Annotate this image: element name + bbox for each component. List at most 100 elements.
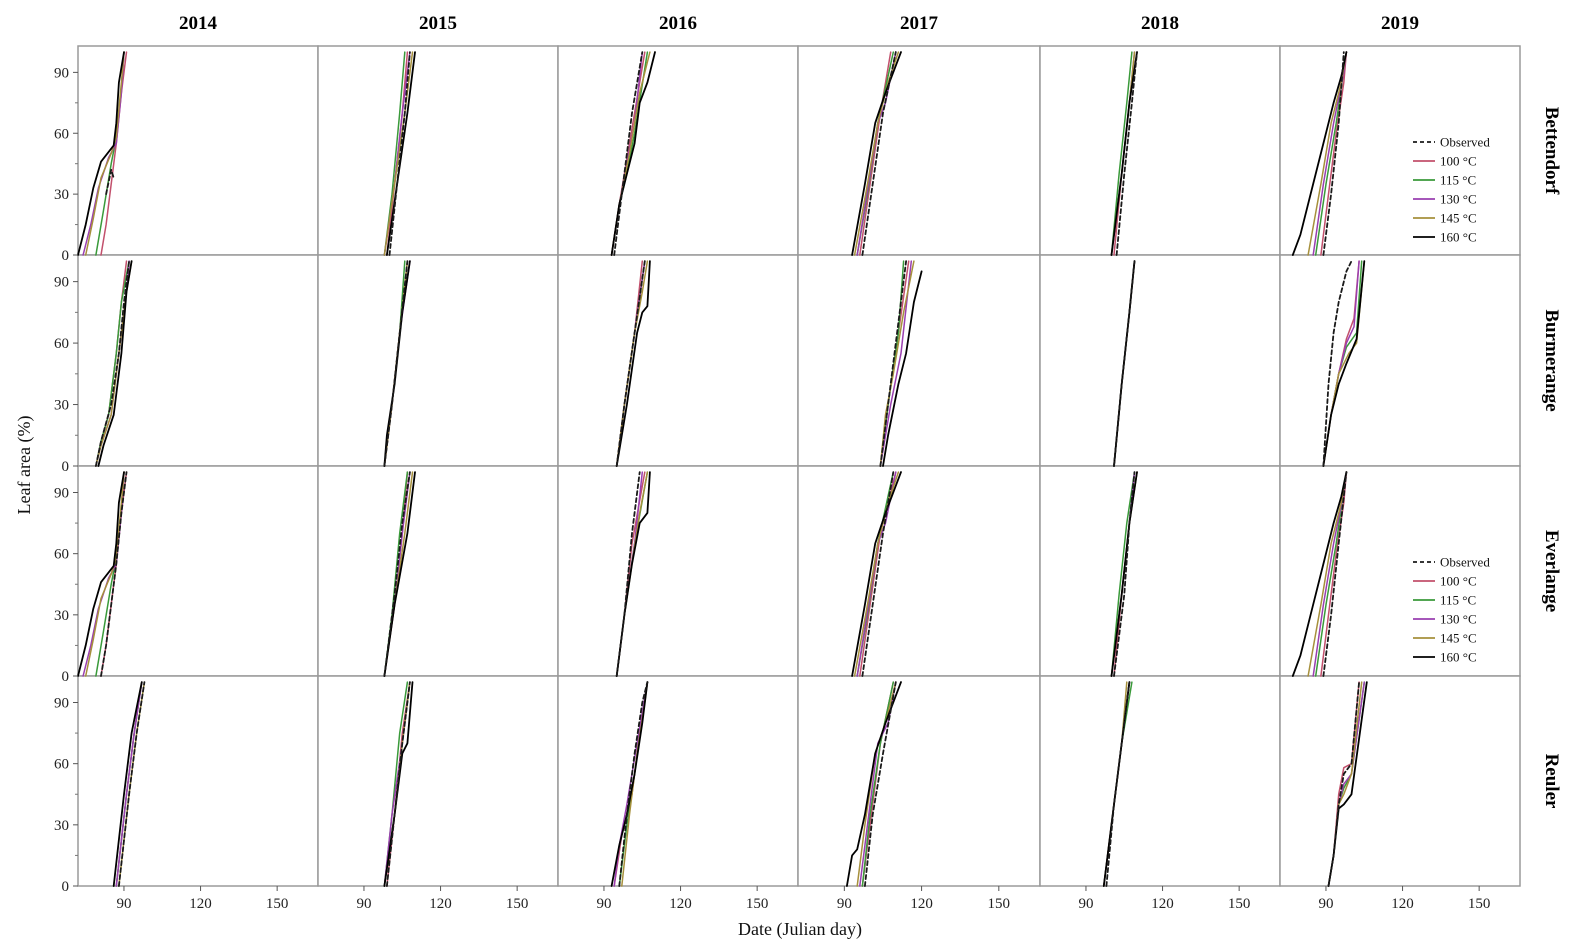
axis-layer: 2014 2015 2016 2017 2018 2019 Bettendorf Burmer… bbox=[54, 13, 1562, 912]
series-line-130-c-reuler-2014 bbox=[115, 681, 143, 887]
series-line-160-c-burmerange-2016 bbox=[615, 260, 651, 467]
panel-everlange-2016 bbox=[557, 465, 799, 677]
y-tick-label: 0 bbox=[62, 879, 70, 895]
series-line-160-c-burmerange-2019 bbox=[1322, 260, 1366, 467]
panel-burmerange-2015 bbox=[317, 254, 559, 467]
panel-bettendorf-2019 bbox=[1279, 45, 1521, 256]
series-line-160-c-everlange-2018 bbox=[1110, 471, 1138, 677]
series-line-115-c-everlange-2018 bbox=[1110, 471, 1136, 677]
series-line-115-c-bettendorf-2018 bbox=[1110, 51, 1133, 256]
series-line-160-c-everlange-2017 bbox=[851, 471, 902, 677]
series-line-observed-burmerange-2014 bbox=[95, 260, 130, 467]
series-line-observed-reuler-2015 bbox=[386, 681, 411, 887]
series-line-observed-reuler-2016 bbox=[618, 681, 649, 887]
series-line-observed-bettendorf-2019 bbox=[1322, 51, 1345, 256]
legend-label-observed: Observed bbox=[1440, 555, 1490, 570]
panel-burmerange-2014 bbox=[77, 254, 319, 467]
legend-label-observed: Observed bbox=[1440, 135, 1490, 150]
panel-burmerange-2019 bbox=[1279, 254, 1521, 467]
series-line-160-c-burmerange-2017 bbox=[882, 270, 923, 467]
series-line-160-c-bettendorf-2015 bbox=[386, 51, 416, 256]
series-line-145-c-everlange-2017 bbox=[853, 471, 900, 677]
panel-reuler-2018 bbox=[1039, 675, 1281, 887]
series-line-observed-burmerange-2019 bbox=[1322, 260, 1353, 467]
legend-label-115-c: 115 °C bbox=[1440, 173, 1476, 188]
panel-everlange-2019 bbox=[1279, 465, 1521, 677]
panel-reuler-2017 bbox=[797, 675, 1041, 887]
series-line-observed-reuler-2018 bbox=[1105, 681, 1131, 887]
panel-reuler-2015 bbox=[317, 675, 559, 887]
y-tick-label: 90 bbox=[54, 486, 69, 502]
series-line-160-c-burmerange-2014 bbox=[97, 260, 133, 467]
series-line-160-c-burmerange-2015 bbox=[383, 260, 411, 467]
series-line-160-c-bettendorf-2019 bbox=[1291, 51, 1348, 256]
legend-label-100-c: 100 °C bbox=[1440, 574, 1477, 589]
x-tick-label: 90 bbox=[837, 896, 852, 912]
panel-reuler-2019 bbox=[1279, 675, 1521, 887]
x-tick-label: 90 bbox=[356, 896, 371, 912]
x-tick-label: 120 bbox=[1151, 896, 1174, 912]
legend-label-145-c: 145 °C bbox=[1440, 631, 1477, 646]
legend-label-160-c: 160 °C bbox=[1440, 650, 1477, 665]
y-tick-label: 0 bbox=[62, 248, 70, 264]
series-line-observed-everlange-2016 bbox=[615, 471, 641, 677]
series-line-observed-burmerange-2015 bbox=[383, 260, 409, 467]
series-line-160-c-reuler-2017 bbox=[846, 681, 902, 887]
legend-label-130-c: 130 °C bbox=[1440, 612, 1477, 627]
panel-everlange-2014 bbox=[77, 465, 319, 677]
column-title-2018: 2018 bbox=[1141, 13, 1179, 34]
panel-burmerange-2017 bbox=[797, 254, 1041, 467]
x-tick-label: 150 bbox=[506, 896, 529, 912]
x-axis-title: Date (Julian day) bbox=[738, 919, 862, 940]
column-title-2016: 2016 bbox=[659, 13, 697, 34]
series-line-observed-burmerange-2018 bbox=[1113, 260, 1136, 467]
series-line-observed-everlange-2015 bbox=[383, 471, 411, 677]
row-title-bettendorf: Bettendorf bbox=[1541, 107, 1562, 195]
x-tick-label: 150 bbox=[1228, 896, 1251, 912]
series-line-115-c-reuler-2017 bbox=[861, 681, 895, 887]
legend-label-115-c: 115 °C bbox=[1440, 593, 1476, 608]
series-line-160-c-reuler-2016 bbox=[610, 681, 649, 887]
row-title-everlange: Everlange bbox=[1541, 530, 1562, 612]
series-line-observed-everlange-2017 bbox=[861, 471, 895, 677]
row-title-burmerange: Burmerange bbox=[1541, 309, 1562, 411]
x-tick-label: 90 bbox=[1318, 896, 1333, 912]
series-line-observed-burmerange-2017 bbox=[879, 260, 907, 467]
series-line-145-c-bettendorf-2014 bbox=[84, 51, 125, 256]
column-title-2019: 2019 bbox=[1381, 13, 1419, 34]
x-tick-label: 150 bbox=[746, 896, 769, 912]
series-line-145-c-burmerange-2017 bbox=[879, 260, 915, 467]
legend-layer: Observed 100 °C 115 °C 130 °C 145 °C 160 °C Ob… bbox=[1413, 135, 1490, 665]
y-tick-label: 0 bbox=[62, 459, 70, 475]
x-tick-label: 120 bbox=[910, 896, 933, 912]
y-tick-label: 0 bbox=[62, 669, 70, 685]
series-line-observed-bettendorf-2018 bbox=[1115, 51, 1138, 256]
y-tick-label: 90 bbox=[54, 275, 69, 291]
y-tick-label: 60 bbox=[54, 757, 69, 773]
series-line-observed-reuler-2019 bbox=[1327, 681, 1360, 887]
series-line-160-c-reuler-2015 bbox=[383, 681, 414, 887]
series-line-observed-reuler-2014 bbox=[118, 681, 146, 887]
y-tick-label: 60 bbox=[54, 126, 69, 142]
series-line-observed-bettendorf-2016 bbox=[613, 51, 644, 256]
y-tick-label: 30 bbox=[54, 398, 69, 414]
x-tick-label: 150 bbox=[266, 896, 289, 912]
panel-everlange-2015 bbox=[317, 465, 559, 677]
column-title-2014: 2014 bbox=[179, 13, 218, 34]
y-tick-label: 90 bbox=[54, 696, 69, 712]
panel-bettendorf-2015 bbox=[317, 45, 559, 256]
series-line-observed-bettendorf-2014 bbox=[105, 168, 115, 195]
y-tick-label: 60 bbox=[54, 336, 69, 352]
x-tick-label: 90 bbox=[116, 896, 131, 912]
panel-bettendorf-2016 bbox=[557, 45, 799, 256]
legend-label-130-c: 130 °C bbox=[1440, 192, 1477, 207]
x-tick-label: 150 bbox=[988, 896, 1011, 912]
y-axis-title: Leaf area (%) bbox=[14, 416, 35, 515]
panel-bettendorf-2014 bbox=[77, 45, 319, 256]
x-tick-label: 90 bbox=[596, 896, 611, 912]
panel-everlange-2018 bbox=[1039, 465, 1281, 677]
panel-everlange-2017 bbox=[797, 465, 1041, 677]
series-line-observed-everlange-2019 bbox=[1322, 471, 1348, 677]
series-line-observed-bettendorf-2015 bbox=[388, 51, 411, 256]
